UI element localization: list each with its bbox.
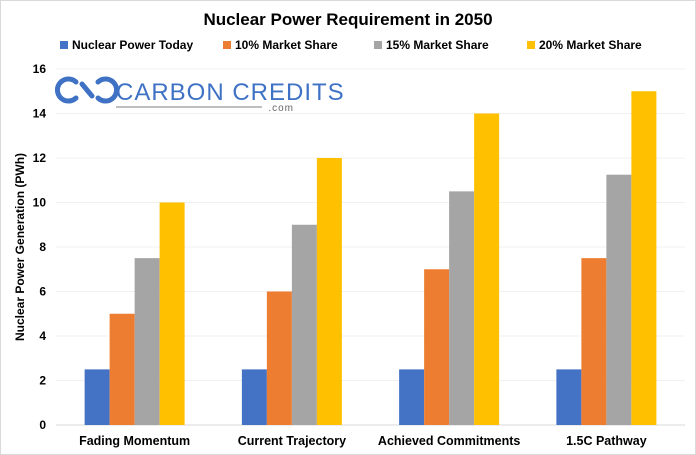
chart-title: Nuclear Power Requirement in 2050 — [203, 10, 492, 29]
y-tick-label: 16 — [33, 62, 47, 76]
legend-item: 15% Market Share — [374, 38, 489, 52]
x-tick-label: Achieved Commitments — [378, 434, 520, 448]
bar — [399, 369, 425, 425]
y-tick-label: 0 — [39, 418, 46, 432]
bar — [474, 113, 500, 425]
legend-swatch — [527, 41, 535, 49]
bar — [291, 224, 317, 425]
y-tick-label: 10 — [33, 196, 47, 210]
y-tick-label: 2 — [39, 374, 46, 388]
x-tick-label: 1.5C Pathway — [566, 434, 647, 448]
legend-swatch — [374, 41, 382, 49]
bar — [424, 269, 450, 425]
y-tick-label: 8 — [39, 240, 46, 254]
y-tick-label: 12 — [33, 151, 47, 165]
x-tick-label: Current Trajectory — [238, 434, 346, 448]
bar — [606, 174, 632, 425]
bar — [84, 369, 110, 425]
bar — [109, 313, 135, 425]
legend-swatch — [223, 41, 231, 49]
bar — [134, 258, 160, 425]
bar — [266, 291, 292, 425]
bar — [241, 369, 267, 425]
legend-label: 15% Market Share — [386, 38, 489, 52]
bar — [316, 158, 342, 425]
bar — [449, 191, 475, 425]
x-axis-ticks: Fading Momentum Current Trajectory Achieve… — [79, 434, 647, 448]
y-tick-label: 4 — [39, 329, 46, 343]
legend: Nuclear Power Today 10% Market Share 15% M… — [60, 38, 642, 52]
legend-label: 10% Market Share — [235, 38, 338, 52]
y-tick-label: 6 — [39, 285, 46, 299]
legend-label: 20% Market Share — [539, 38, 642, 52]
carbon-credits-logo: CARBON CREDITS .com — [55, 76, 345, 114]
logo-chain-icon — [55, 76, 119, 104]
bar — [159, 202, 185, 425]
legend-swatch — [60, 41, 68, 49]
y-axis-ticks: 0 2 4 6 8 10 12 14 16 — [33, 62, 47, 432]
logo-subtext: .com — [268, 103, 294, 114]
bars — [84, 91, 657, 425]
legend-item: 20% Market Share — [527, 38, 642, 52]
bar — [556, 369, 582, 425]
legend-item: 10% Market Share — [223, 38, 338, 52]
y-axis-label: Nuclear Power Generation (PWh) — [13, 153, 27, 341]
logo-text: CARBON CREDITS — [116, 79, 345, 106]
bar — [581, 258, 607, 425]
legend-item: Nuclear Power Today — [60, 38, 193, 52]
y-tick-label: 14 — [33, 107, 47, 121]
bar — [631, 91, 657, 425]
x-tick-label: Fading Momentum — [79, 434, 190, 448]
legend-label: Nuclear Power Today — [72, 38, 193, 52]
